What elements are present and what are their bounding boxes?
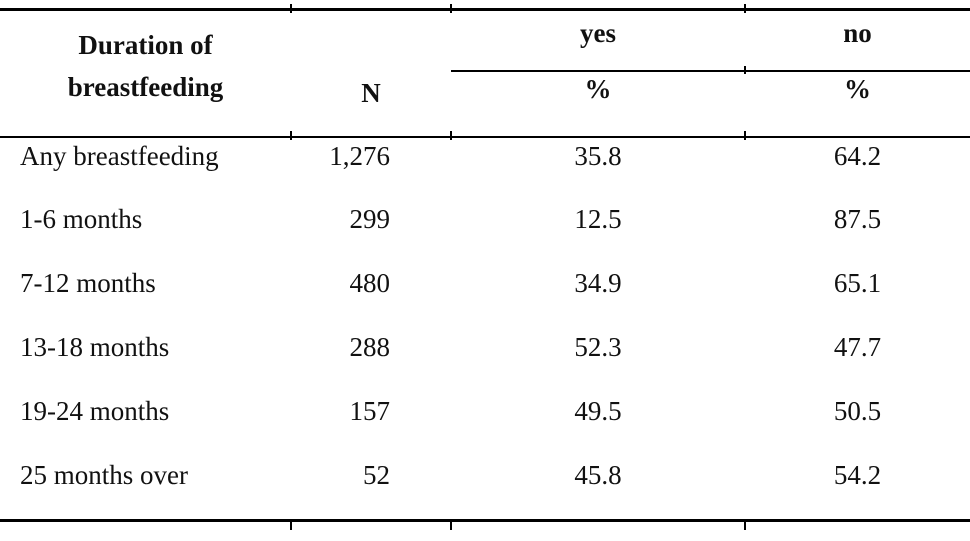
yes-percent-header: % (451, 70, 745, 138)
no-percent-cell: 50.5 (833, 395, 882, 426)
n-value-cell: 52 (363, 459, 390, 490)
yes-group-header: yes (451, 9, 745, 72)
column-tick (744, 131, 746, 140)
table-row: 1-6 months 299 12.5 87.5 (0, 201, 970, 265)
duration-header-line2: breastfeeding (67, 72, 224, 102)
column-tick (450, 520, 452, 530)
table-row: 25 months over 52 45.8 54.2 (0, 457, 970, 521)
no-percent-cell: 54.2 (833, 459, 882, 490)
n-value-cell: 288 (349, 331, 391, 362)
header-row-groups: Duration of breastfeeding N yes no (0, 9, 970, 138)
row-label-cell: 19-24 months (20, 395, 170, 426)
no-group-header: no (745, 9, 970, 72)
column-tick (744, 520, 746, 530)
yes-percent-cell: 52.3 (574, 331, 622, 362)
header-row-percent: % % (0, 70, 970, 138)
row-label-cell: Any breastfeeding (20, 140, 219, 171)
n-value-cell: 157 (349, 395, 391, 426)
no-percent-cell: 65.1 (833, 267, 882, 298)
column-tick (290, 4, 292, 13)
column-tick (450, 4, 452, 13)
breastfeeding-table: Duration of breastfeeding N yes no % % A… (0, 8, 970, 522)
row-label-cell: 7-12 months (20, 267, 156, 298)
column-tick (290, 131, 292, 140)
no-percent-cell: 64.2 (833, 140, 882, 171)
yes-percent-cell: 35.8 (574, 140, 622, 171)
row-label-cell: 13-18 months (20, 331, 170, 362)
yes-percent-cell: 49.5 (574, 395, 622, 426)
column-tick (450, 131, 452, 140)
n-value-cell: 480 (349, 267, 391, 298)
row-label-cell: 25 months over (20, 459, 188, 490)
table-row: 13-18 months 288 52.3 47.7 (0, 329, 970, 393)
n-value-cell: 299 (349, 203, 391, 234)
column-tick (744, 4, 746, 13)
duration-header-line1: Duration of (78, 30, 213, 60)
n-header-cell: N (291, 9, 451, 138)
no-percent-header: % (745, 70, 970, 138)
yes-percent-cell: 45.8 (574, 459, 622, 490)
row-label-cell: 1-6 months (20, 203, 143, 234)
duration-header-cell: Duration of breastfeeding (0, 9, 291, 138)
column-tick (744, 66, 746, 74)
no-percent-cell: 47.7 (833, 331, 882, 362)
table-row: Any breastfeeding 1,276 35.8 64.2 (0, 137, 970, 201)
yes-percent-cell: 34.9 (574, 267, 622, 298)
n-value-cell: 1,276 (329, 140, 390, 171)
column-tick (290, 520, 292, 530)
table-row: 7-12 months 480 34.9 65.1 (0, 265, 970, 329)
table-row: 19-24 months 157 49.5 50.5 (0, 393, 970, 457)
no-percent-cell: 87.5 (833, 203, 882, 234)
yes-percent-cell: 12.5 (574, 203, 622, 234)
